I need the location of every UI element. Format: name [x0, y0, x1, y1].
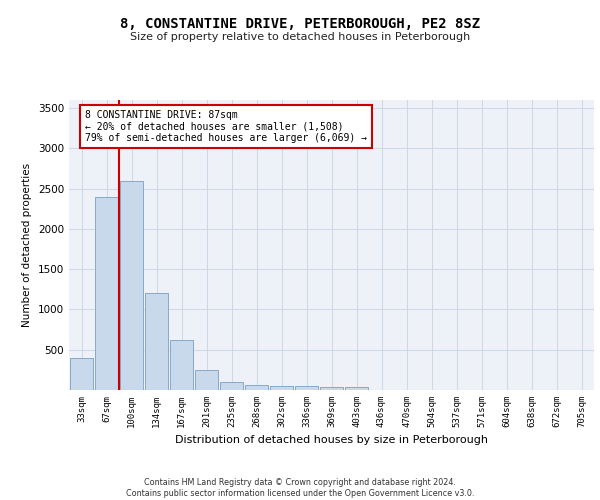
- Bar: [270, 386, 293, 390]
- Text: 8, CONSTANTINE DRIVE, PETERBOROUGH, PE2 8SZ: 8, CONSTANTINE DRIVE, PETERBOROUGH, PE2 …: [120, 18, 480, 32]
- Y-axis label: Number of detached properties: Number of detached properties: [22, 163, 32, 327]
- Bar: [95, 196, 118, 390]
- Bar: [320, 387, 343, 390]
- Bar: [345, 387, 368, 390]
- Bar: [145, 294, 168, 390]
- Bar: [220, 382, 243, 390]
- Text: Contains HM Land Registry data © Crown copyright and database right 2024.
Contai: Contains HM Land Registry data © Crown c…: [126, 478, 474, 498]
- Bar: [295, 386, 318, 390]
- Bar: [245, 385, 268, 390]
- Bar: [195, 370, 218, 390]
- Bar: [120, 180, 143, 390]
- Text: 8 CONSTANTINE DRIVE: 87sqm
← 20% of detached houses are smaller (1,508)
79% of s: 8 CONSTANTINE DRIVE: 87sqm ← 20% of deta…: [85, 110, 367, 143]
- X-axis label: Distribution of detached houses by size in Peterborough: Distribution of detached houses by size …: [175, 436, 488, 446]
- Text: Size of property relative to detached houses in Peterborough: Size of property relative to detached ho…: [130, 32, 470, 42]
- Bar: [170, 340, 193, 390]
- Bar: [70, 358, 93, 390]
